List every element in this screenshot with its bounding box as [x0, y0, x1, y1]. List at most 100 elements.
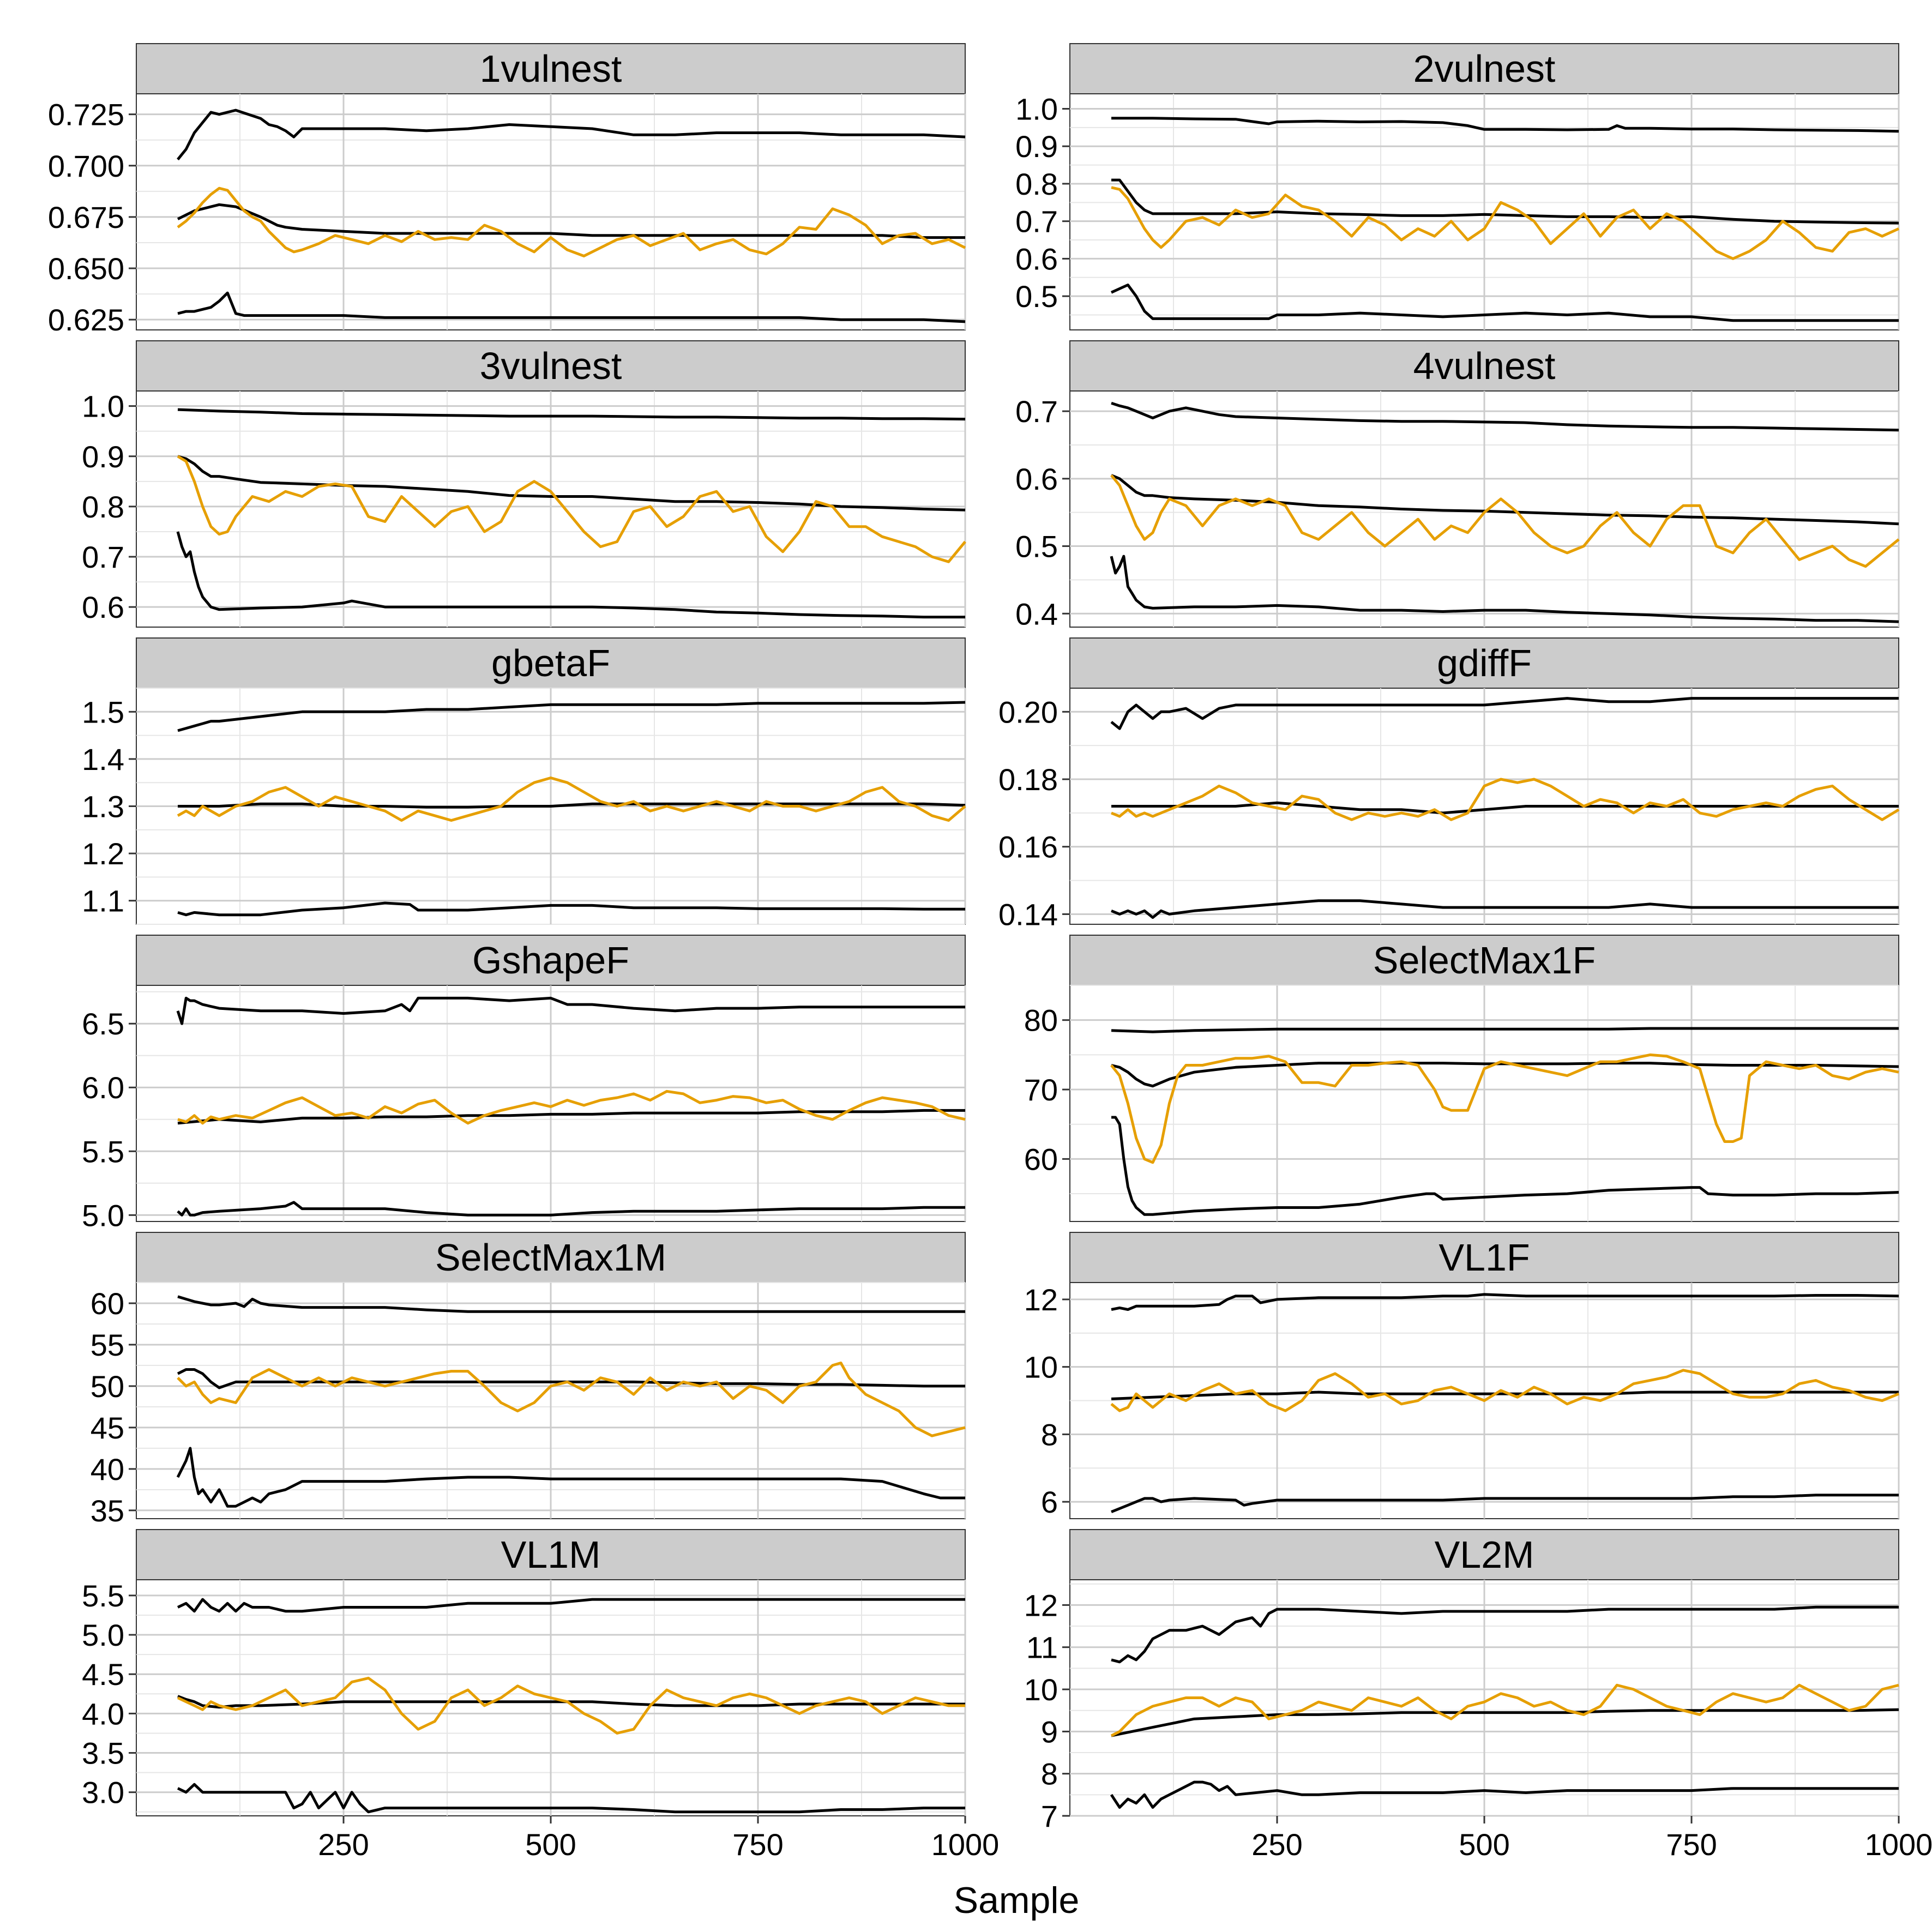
y-tick-label: 11 [1026, 1630, 1058, 1665]
y-tick-label: 10 [1024, 1672, 1058, 1707]
series-line-mean [1111, 474, 1899, 526]
y-tick-label: 1.2 [82, 836, 124, 871]
series-line-lower [176, 1447, 965, 1508]
series-line-running [1111, 778, 1900, 821]
facet-title: 1vulnest [480, 47, 622, 90]
panel-2vulnest: 2vulnest 0.50.60.70.80.91.0 [1015, 43, 1900, 330]
y-tick-label: 9 [1041, 1714, 1058, 1749]
y-tick-label: 0.6 [82, 590, 124, 624]
facet-strip [136, 637, 966, 689]
facet-title: 3vulnest [480, 345, 622, 387]
y-tick-label: 5.0 [82, 1618, 124, 1652]
y-tick-label: 0.18 [998, 762, 1058, 797]
series-line-upper [177, 109, 966, 161]
y-tick-label: 0.9 [1015, 129, 1058, 164]
x-tick-label: 750 [732, 1827, 783, 1862]
series-line-mean [1111, 178, 1899, 225]
series-line-running [177, 777, 966, 822]
series-line-upper [177, 1295, 965, 1313]
y-tick-label: 8 [1041, 1417, 1058, 1452]
facet-title: VL1F [1439, 1236, 1530, 1279]
facet-title: SelectMax1M [435, 1236, 666, 1279]
x-tick-label: 750 [1666, 1827, 1717, 1862]
series-line-upper [177, 408, 966, 421]
series-line-lower [1111, 1116, 1899, 1216]
y-tick-label: 5.0 [82, 1198, 124, 1232]
facet-strip [1069, 1529, 1899, 1580]
series-line-upper [1111, 401, 1899, 432]
y-tick-label: 0.625 [48, 303, 124, 337]
series-line-upper [1110, 697, 1899, 730]
y-tick-label: 50 [91, 1369, 124, 1404]
series-line-mean [177, 1109, 965, 1125]
y-tick-label: 0.650 [48, 251, 124, 286]
series-line-lower [177, 901, 965, 917]
series-line-running [1111, 186, 1900, 260]
y-tick-label: 0.5 [1015, 529, 1058, 564]
y-tick-label: 0.6 [1015, 242, 1058, 276]
y-tick-label: 1.0 [82, 389, 124, 424]
y-tick-label: 0.8 [1015, 167, 1058, 201]
y-tick-label: 5.5 [82, 1579, 124, 1613]
y-tick-label: 0.5 [1015, 279, 1058, 314]
y-tick-label: 0.14 [998, 897, 1058, 931]
y-tick-label: 5.5 [82, 1134, 124, 1169]
panel-vl2m: VL2M 7 8 9 10 11 12 250 500 750 1000 [1024, 1529, 1932, 1862]
x-tick-label: 500 [1459, 1827, 1509, 1862]
y-tick-label: 0.7 [82, 540, 124, 574]
y-tick-label: 6.5 [82, 1007, 124, 1041]
y-tick-label: 3.5 [82, 1736, 124, 1771]
y-tick-label: 3.0 [82, 1775, 124, 1810]
y-tick-label: 0.700 [48, 149, 124, 183]
panel-4vulnest: 4vulnest 0.4 0.5 0.6 0.7 [1015, 340, 1900, 631]
series-line-mean [177, 455, 966, 511]
y-tick-label: 1.3 [82, 790, 124, 824]
series-line-lower [177, 1783, 965, 1814]
panel-1vulnest: 1vulnest 0.625 0.650 0.675 0.700 0.725 [48, 43, 966, 337]
y-tick-label: 70 [1024, 1073, 1058, 1107]
series-line-lower [1110, 555, 1899, 623]
series-line-running [177, 455, 966, 563]
facet-panels: 1vulnest0.6250.6500.6750.7000.7252vulnes… [48, 43, 1932, 1862]
facet-strip [136, 935, 966, 986]
panel-3vulnest: 3vulnest 0.6 0.7 0.8 0.9 1.0 [82, 340, 966, 628]
y-tick-label: 55 [91, 1328, 124, 1362]
panel-selectmax1f: SelectMax1F 60 70 80 [1024, 935, 1900, 1222]
y-tick-label: 7 [1041, 1799, 1058, 1833]
series-line-upper [1111, 1027, 1899, 1033]
x-tick-label: 500 [525, 1827, 576, 1862]
facet-strip [1069, 1232, 1899, 1283]
x-tick-label: 1000 [931, 1827, 1000, 1862]
y-tick-label: 0.8 [82, 490, 124, 524]
series-line-running [177, 186, 966, 257]
facet-title: VL2M [1435, 1533, 1534, 1576]
panel-gdifff: gdiffF 0.14 0.16 0.18 0.20 [998, 637, 1900, 931]
y-tick-label: 0.6 [1015, 462, 1058, 496]
facet-strip [136, 1529, 966, 1580]
series-line-lower [1111, 899, 1899, 919]
y-tick-label: 45 [91, 1411, 124, 1445]
facet-title: VL1M [501, 1533, 601, 1576]
y-tick-label: 12 [1024, 1588, 1058, 1622]
series-line-upper [1111, 1605, 1899, 1664]
series-line-lower [1110, 1780, 1899, 1809]
facet-strip [136, 43, 966, 94]
y-tick-label: 0.20 [998, 695, 1058, 729]
x-tick-label: 1000 [1865, 1827, 1932, 1862]
y-tick-label: 1.5 [82, 695, 124, 729]
y-tick-label: 1.0 [1015, 92, 1058, 126]
series-line-running [1110, 474, 1900, 568]
x-tick-label: 250 [318, 1827, 369, 1862]
series-line-lower [1110, 284, 1899, 322]
x-axis-label: Sample [954, 1880, 1080, 1921]
series-line-lower [177, 1201, 965, 1217]
y-tick-label: 0.725 [48, 98, 124, 132]
series-line-mean [1111, 801, 1899, 815]
y-tick-label: 6 [1041, 1485, 1058, 1519]
facet-strip [1069, 340, 1899, 392]
series-line-upper [176, 996, 965, 1025]
y-tick-label: 0.9 [82, 440, 124, 474]
y-tick-label: 4.5 [82, 1657, 124, 1692]
series-line-running [1110, 1369, 1899, 1412]
y-tick-label: 60 [1024, 1142, 1058, 1176]
